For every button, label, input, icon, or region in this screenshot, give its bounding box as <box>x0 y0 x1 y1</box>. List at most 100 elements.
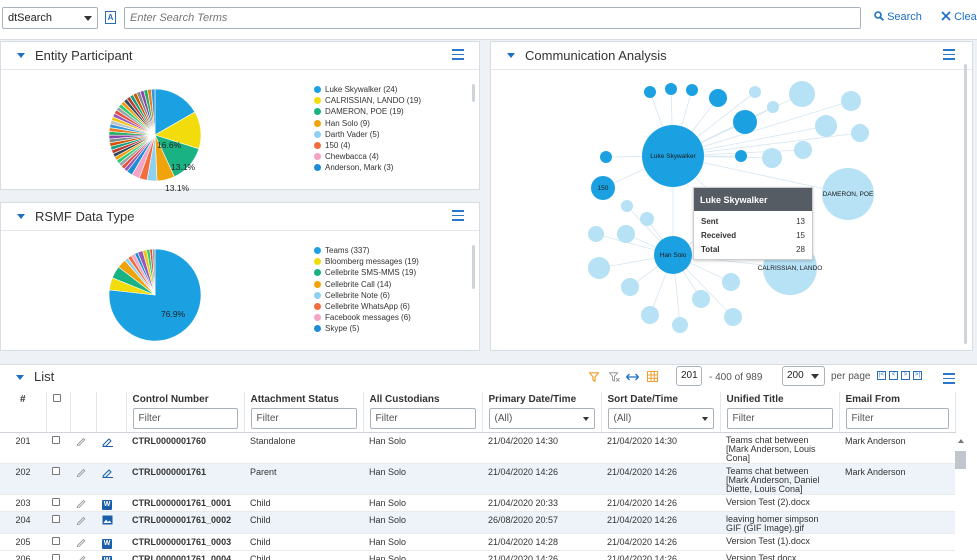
control-number[interactable]: CTRL0000001761_0003 <box>126 533 244 551</box>
pie-slice[interactable] <box>154 88 196 136</box>
legend-dot-icon <box>314 314 321 322</box>
table-row[interactable]: 206 W CTRL0000001761_0004 Child Han Solo 21/0… <box>0 550 955 560</box>
per-page-select[interactable]: 200 <box>782 366 825 386</box>
pie-slice[interactable] <box>152 248 156 296</box>
col-header-select[interactable] <box>46 392 71 406</box>
legend-scrollbar[interactable] <box>472 245 475 289</box>
legend-item[interactable]: Anderson, Mark (3) <box>314 162 421 173</box>
legend-item[interactable]: Bloomberg messages (19) <box>314 256 419 267</box>
legend-item[interactable]: Cellebrite Call (14) <box>314 279 419 290</box>
pencil-icon[interactable] <box>76 498 86 508</box>
legend-label: Chewbacca (4) <box>325 152 379 162</box>
control-number[interactable]: CTRL0000001761_0002 <box>126 511 244 534</box>
legend-item[interactable]: Cellebrite Note (6) <box>314 290 419 301</box>
menu-icon[interactable] <box>943 373 955 384</box>
clear-filter-icon[interactable] <box>609 372 620 382</box>
menu-icon[interactable] <box>452 49 464 60</box>
menu-icon[interactable] <box>943 49 955 60</box>
col-header-email-from[interactable]: Email From <box>839 392 956 406</box>
last-page-button[interactable]: >| <box>913 371 922 380</box>
database-select[interactable]: dtSearch <box>2 7 98 29</box>
control-number[interactable]: CTRL0000001761_0004 <box>126 550 244 560</box>
legend-scrollbar[interactable] <box>472 84 475 102</box>
panel-scrollbar[interactable] <box>964 64 967 344</box>
collapse-caret-icon[interactable] <box>507 53 515 58</box>
col-header-attachment-status[interactable]: Attachment Status <box>244 392 364 406</box>
legend-item[interactable]: Han Solo (9) <box>314 118 421 129</box>
filter-email-from[interactable]: Filter <box>845 408 949 429</box>
expand-columns-icon[interactable] <box>626 373 639 381</box>
pencil-icon[interactable] <box>76 436 86 446</box>
table-row[interactable]: 205 W CTRL0000001761_0003 Child Han Solo 21/0… <box>0 533 955 551</box>
table-row[interactable]: 203 W CTRL0000001761_0001 Child Han Solo 21/0… <box>0 494 955 512</box>
search-button[interactable]: Search <box>874 11 922 23</box>
search-bar: dtSearch A Search Clea <box>0 0 977 40</box>
collapse-caret-icon[interactable] <box>17 53 25 58</box>
col-header-control-number[interactable]: Control Number <box>126 392 245 406</box>
legend-item[interactable]: Facebook messages (6) <box>314 312 419 323</box>
filter-unified-title[interactable]: Filter <box>726 408 833 429</box>
legend-label: Cellebrite Note (6) <box>325 290 390 300</box>
legend-item[interactable]: DAMERON, POE (19) <box>314 106 421 117</box>
row-checkbox[interactable] <box>52 466 60 475</box>
email-from <box>839 494 955 512</box>
select-all-checkbox[interactable] <box>52 393 61 402</box>
row-edit-cell <box>70 533 96 551</box>
vertical-scrollbar-thumb[interactable] <box>955 451 966 469</box>
control-number[interactable]: CTRL0000001761 <box>126 463 244 495</box>
list-panel: List 201 - 400 of 989 200 per page |< < … <box>0 364 977 560</box>
row-checkbox[interactable] <box>52 536 60 545</box>
filter-sort-date[interactable]: (All) <box>607 408 714 429</box>
collapse-caret-icon[interactable] <box>16 375 24 380</box>
col-header-sort-date[interactable]: Sort Date/Time <box>601 392 721 406</box>
pencil-icon[interactable] <box>76 537 86 547</box>
legend-item[interactable]: CALRISSIAN, LANDO (19) <box>314 95 421 106</box>
first-page-button[interactable]: |< <box>877 371 886 380</box>
row-checkbox[interactable] <box>52 514 60 523</box>
filter-icon[interactable] <box>589 372 599 382</box>
image-doc-icon <box>102 515 113 524</box>
pie-slice-label: 2% <box>159 193 172 195</box>
table-row[interactable]: 201 CTRL0000001760 Standalone Han Solo 21/04… <box>0 432 955 464</box>
row-checkbox[interactable] <box>52 497 60 506</box>
filter-control-number[interactable]: Filter <box>132 408 238 429</box>
grid-layout-icon[interactable] <box>647 371 658 382</box>
search-input[interactable] <box>124 7 861 29</box>
table-row[interactable]: 204 CTRL0000001761_0002 Child Han Solo 26/08… <box>0 511 955 534</box>
legend-item[interactable]: Cellebrite SMS-MMS (19) <box>314 267 419 278</box>
col-header-all-custodians[interactable]: All Custodians <box>363 392 483 406</box>
pencil-icon[interactable] <box>76 515 86 525</box>
legend-item[interactable]: Teams (337) <box>314 245 419 256</box>
clear-button[interactable]: Clea <box>941 11 977 23</box>
pencil-icon[interactable] <box>76 554 86 560</box>
dictionary-icon[interactable]: A <box>105 11 116 24</box>
vertical-scrollbar-up[interactable] <box>958 439 964 443</box>
collapse-caret-icon[interactable] <box>17 214 25 219</box>
legend-item[interactable]: Chewbacca (4) <box>314 151 421 162</box>
pie-slice[interactable] <box>150 88 156 136</box>
prev-page-button[interactable]: < <box>889 371 898 380</box>
table-row[interactable]: 202 CTRL0000001761 Parent Han Solo 21/04/202… <box>0 463 955 495</box>
row-checkbox[interactable] <box>52 435 60 444</box>
filter-all-custodians[interactable]: Filter <box>369 408 476 429</box>
col-header-unified-title[interactable]: Unified Title <box>720 392 840 406</box>
next-page-button[interactable]: > <box>901 371 910 380</box>
legend-item[interactable]: Luke Skywalker (24) <box>314 84 421 95</box>
range-start-input[interactable]: 201 <box>676 366 702 386</box>
menu-icon[interactable] <box>452 210 464 221</box>
control-number[interactable]: CTRL0000001761_0001 <box>126 494 244 512</box>
row-checkbox[interactable] <box>52 553 60 560</box>
col-header-edit <box>70 392 97 406</box>
legend-item[interactable]: Cellebrite WhatsApp (6) <box>314 301 419 312</box>
filter-attachment-status[interactable]: Filter <box>250 408 357 429</box>
col-header-num[interactable]: # <box>0 392 47 406</box>
pencil-icon[interactable] <box>76 467 86 477</box>
clear-button-label: Clea <box>954 11 977 23</box>
legend-item[interactable]: 150 (4) <box>314 140 421 151</box>
legend-item[interactable]: Skype (5) <box>314 323 419 334</box>
row-number: 205 <box>0 533 46 551</box>
filter-primary-date[interactable]: (All) <box>488 408 595 429</box>
legend-item[interactable]: Darth Vader (5) <box>314 129 421 140</box>
col-header-primary-date[interactable]: Primary Date/Time <box>482 392 602 406</box>
control-number[interactable]: CTRL0000001760 <box>126 432 244 464</box>
